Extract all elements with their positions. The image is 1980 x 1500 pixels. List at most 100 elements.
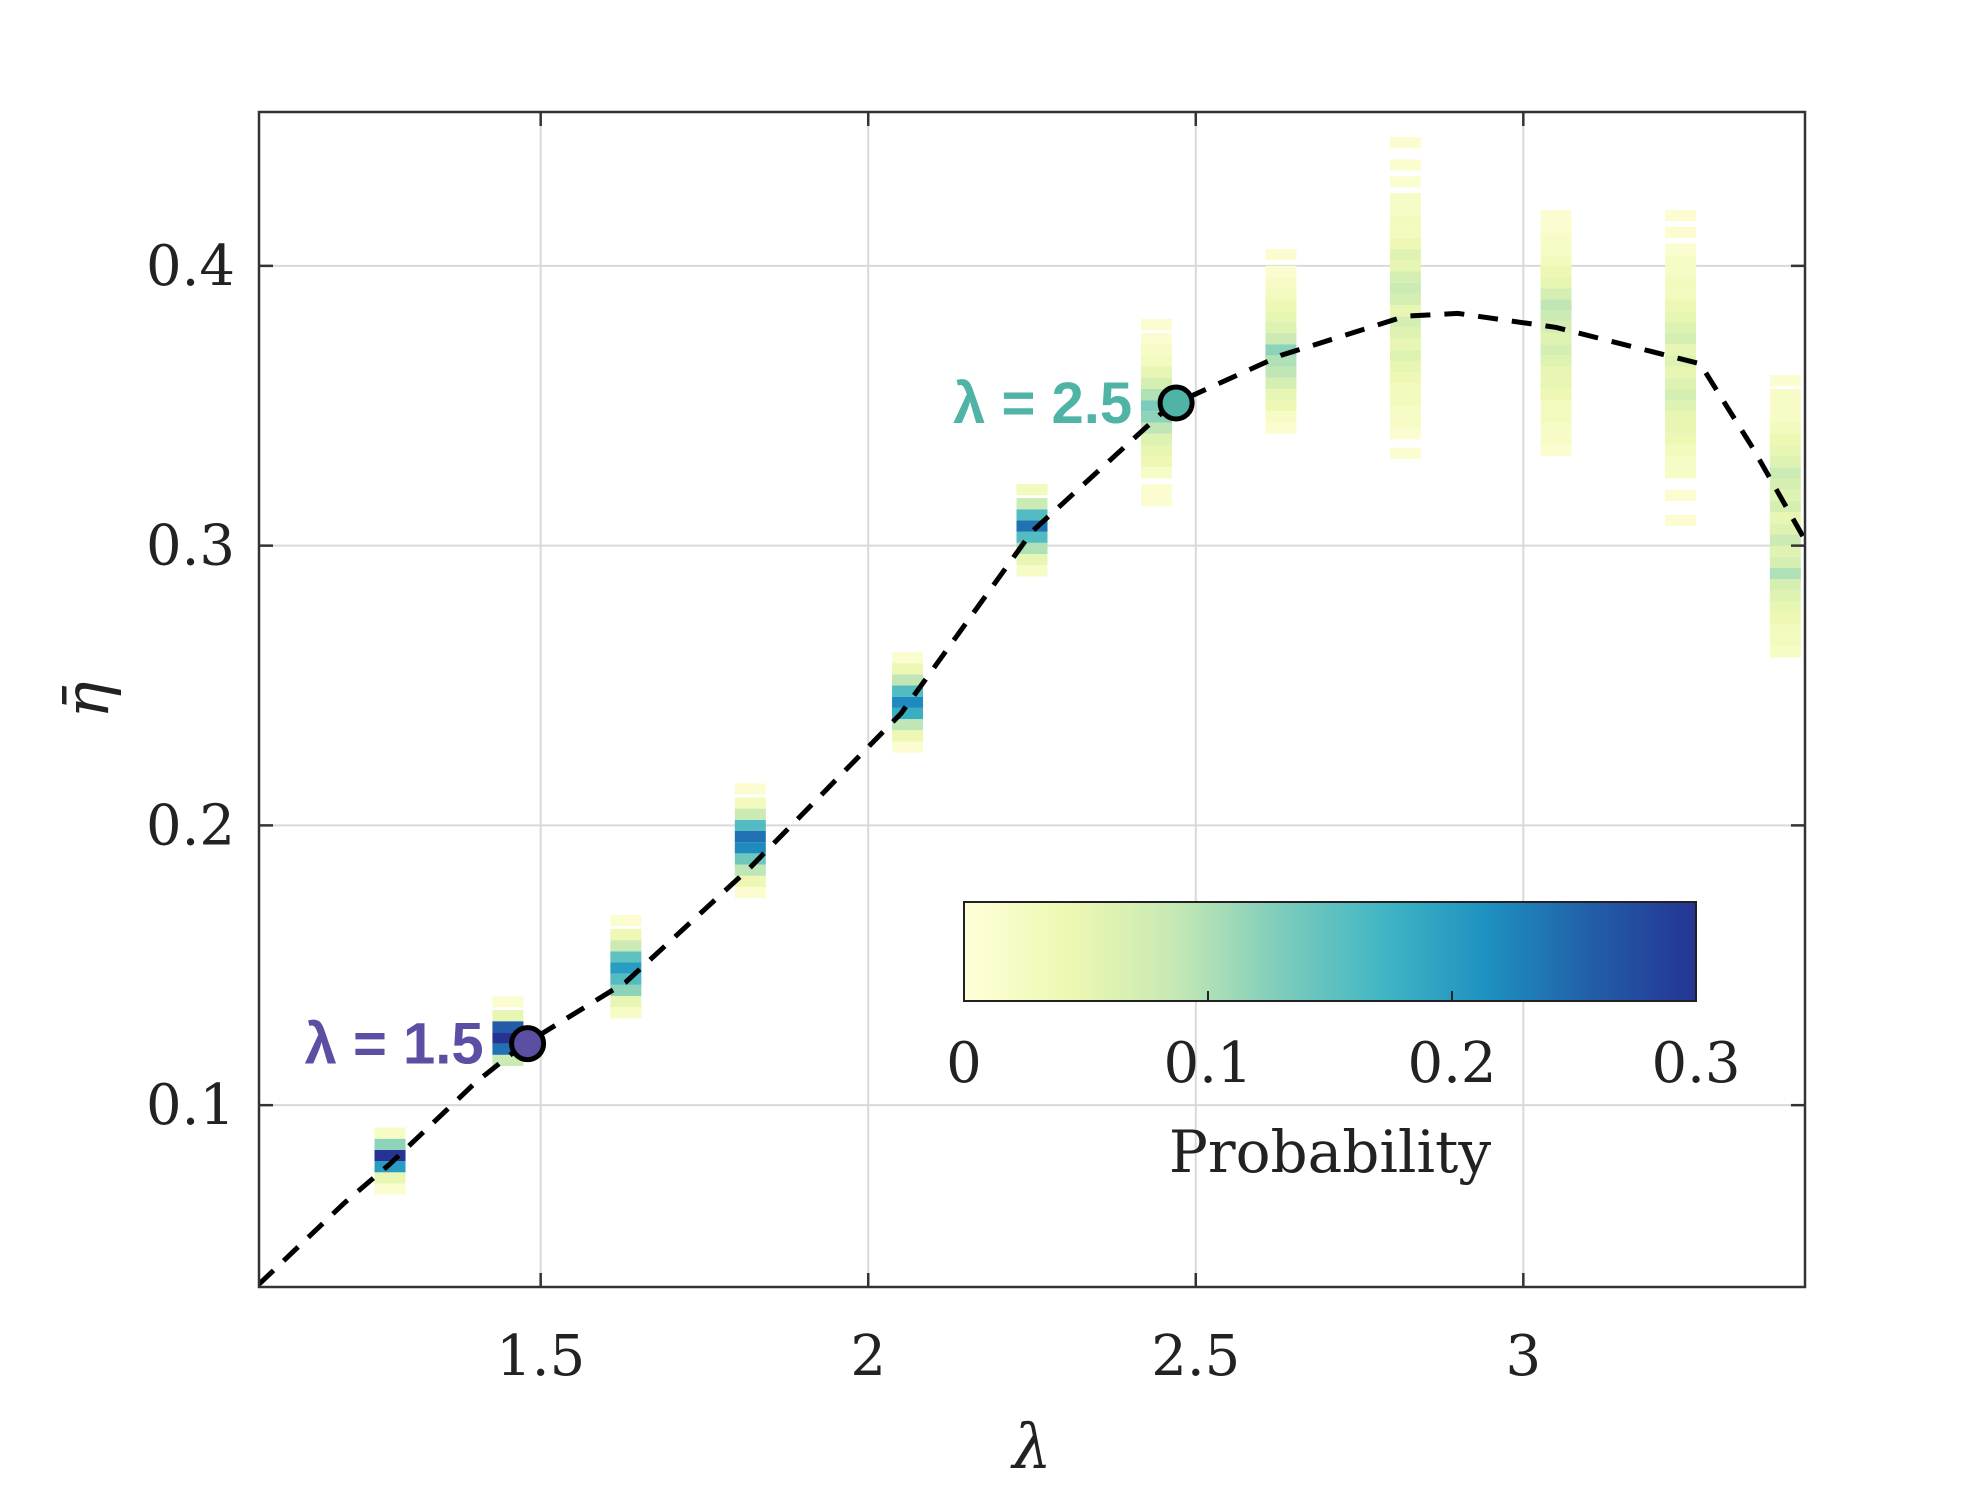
distribution-bin <box>1140 319 1172 331</box>
distribution-bin <box>892 696 924 708</box>
distribution-bin <box>1140 444 1172 457</box>
x-axis-title: λ <box>1009 1410 1051 1483</box>
colorbar-tick-label: 0.1 <box>1163 1031 1252 1096</box>
plot-area-frame <box>257 110 1807 1289</box>
distribution-bin <box>1540 433 1572 445</box>
x-tick-label: 3 <box>1505 1324 1541 1389</box>
distribution-bin <box>1389 176 1421 188</box>
distribution-bin <box>734 797 766 809</box>
highlight-points: λ = 1.5 λ = 2.5 <box>305 371 1195 1077</box>
distribution-bin <box>1140 411 1172 423</box>
distribution-column <box>1265 249 1297 434</box>
distribution-bin <box>1540 400 1572 412</box>
distribution-bin <box>892 685 924 697</box>
distribution-bin <box>1665 226 1697 238</box>
distribution-bin <box>1540 299 1572 311</box>
distribution-bin <box>374 1138 406 1150</box>
distribution-bin <box>892 730 924 742</box>
distribution-bin <box>1769 489 1801 501</box>
distribution-bin <box>1769 534 1801 546</box>
distribution-bin <box>1016 531 1048 543</box>
distribution-bin <box>1665 366 1697 378</box>
distribution-bin <box>1665 456 1697 468</box>
distribution-bin <box>1540 254 1572 266</box>
distribution-bin <box>1389 249 1421 261</box>
distribution-bin <box>1389 349 1421 361</box>
distribution-bin <box>1540 366 1572 378</box>
distribution-bin <box>1389 215 1421 227</box>
highlight-label: λ = 1.5 <box>305 1012 484 1077</box>
distribution-bin <box>1540 377 1572 389</box>
distribution-bin <box>1769 433 1801 445</box>
distribution-bin <box>1140 400 1172 412</box>
distribution-bin <box>1540 209 1572 222</box>
distribution-bin <box>734 842 766 854</box>
distribution-bin <box>1769 556 1801 569</box>
distribution-bin <box>1769 601 1801 613</box>
distribution-bin <box>1665 321 1697 334</box>
distribution-bin <box>1389 226 1421 238</box>
distribution-bin <box>1769 612 1801 624</box>
distribution-bin <box>734 830 766 843</box>
distribution-column <box>1140 319 1172 507</box>
distribution-bin <box>1265 355 1297 367</box>
distribution-bin <box>1140 484 1172 496</box>
distribution-bin <box>734 819 766 831</box>
colorbar-tick-label: 0.3 <box>1651 1031 1740 1096</box>
distribution-bin <box>492 1054 524 1066</box>
distribution-bin <box>1265 321 1297 334</box>
distribution-bin <box>1016 565 1048 577</box>
distribution-column <box>1665 209 1697 527</box>
distribution-bin <box>1389 316 1421 328</box>
distribution-bin <box>374 1183 406 1195</box>
distribution-bin <box>1540 310 1572 322</box>
distribution-bin <box>1665 344 1697 356</box>
distribution-column <box>1389 137 1421 459</box>
y-tick-label: 0.4 <box>146 234 235 299</box>
distribution-bin <box>1140 377 1172 389</box>
highlight-label: λ = 2.5 <box>953 371 1132 436</box>
distribution-bin <box>1540 344 1572 356</box>
distribution-bin <box>1540 411 1572 423</box>
distribution-bin <box>1140 355 1172 367</box>
distribution-bin <box>492 1021 524 1033</box>
distribution-bin <box>1389 383 1421 395</box>
distribution-bin <box>1265 411 1297 423</box>
distribution-bin <box>1540 277 1572 289</box>
distribution-bin <box>1265 288 1297 300</box>
distribution-bin <box>1540 243 1572 255</box>
colorbar-gradient <box>963 901 1697 1002</box>
distribution-bin <box>1140 456 1172 468</box>
distribution-bin <box>1265 265 1297 278</box>
distribution-bin <box>734 808 766 820</box>
distribution-bin <box>1389 293 1421 306</box>
distribution-bin <box>1265 400 1297 412</box>
distribution-bin <box>1769 388 1801 401</box>
distribution-bin <box>1140 366 1172 378</box>
colorbar-tick-label: 0.2 <box>1407 1031 1496 1096</box>
distribution-bin <box>1140 388 1172 401</box>
distribution-bin <box>1540 333 1572 345</box>
distribution-bin <box>892 719 924 731</box>
distribution-bin <box>892 707 924 720</box>
distribution-bin <box>1540 422 1572 434</box>
distribution-bin <box>492 1043 524 1055</box>
distribution-bin <box>492 1032 524 1044</box>
y-tick-label: 0.3 <box>146 514 235 579</box>
distribution-bin <box>1265 249 1297 261</box>
distribution-bin <box>1769 579 1801 591</box>
distribution-bin <box>1389 159 1421 171</box>
x-tick-label: 2.5 <box>1151 1324 1240 1389</box>
distribution-column <box>892 651 924 753</box>
distribution-bin <box>610 984 642 997</box>
distribution-bin <box>1389 360 1421 373</box>
distribution-bin <box>1665 422 1697 434</box>
distribution-bin <box>1540 232 1572 244</box>
distribution-bin <box>1665 265 1697 278</box>
distribution-column <box>734 783 766 899</box>
distribution-bin <box>492 996 524 1008</box>
y-tick-label: 0.1 <box>146 1073 235 1138</box>
distribution-bin <box>1665 254 1697 266</box>
distribution-bin <box>1016 542 1048 555</box>
distribution-bin <box>1016 554 1048 566</box>
